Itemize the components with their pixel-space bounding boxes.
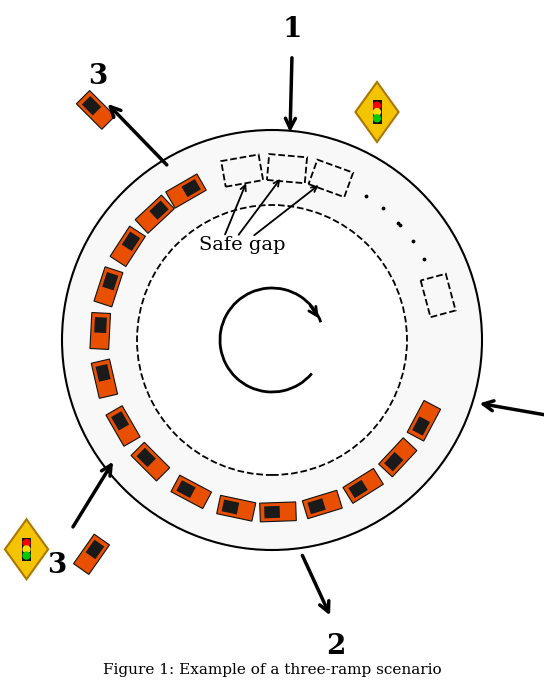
Polygon shape <box>348 480 368 498</box>
Circle shape <box>374 108 380 116</box>
Polygon shape <box>176 480 196 498</box>
Text: 3: 3 <box>88 63 107 90</box>
Polygon shape <box>131 442 170 481</box>
Text: Safe gap: Safe gap <box>199 236 285 254</box>
Polygon shape <box>94 267 123 307</box>
Polygon shape <box>85 540 104 559</box>
Polygon shape <box>412 416 430 435</box>
Polygon shape <box>137 448 156 467</box>
Bar <box>373 100 381 124</box>
Circle shape <box>374 102 380 109</box>
Polygon shape <box>384 452 404 471</box>
Circle shape <box>23 546 30 553</box>
Polygon shape <box>94 317 107 333</box>
Text: Figure 1: Example of a three-ramp scenario: Figure 1: Example of a three-ramp scenar… <box>103 663 441 677</box>
Polygon shape <box>91 359 118 398</box>
Polygon shape <box>111 411 129 430</box>
Polygon shape <box>182 179 201 197</box>
Polygon shape <box>407 400 441 441</box>
Polygon shape <box>73 534 109 575</box>
Polygon shape <box>90 312 110 349</box>
Polygon shape <box>5 519 48 580</box>
Polygon shape <box>102 272 119 290</box>
Circle shape <box>374 115 380 122</box>
Polygon shape <box>106 406 140 447</box>
Polygon shape <box>122 232 140 251</box>
Polygon shape <box>171 475 212 509</box>
Polygon shape <box>149 200 169 220</box>
Circle shape <box>137 205 407 475</box>
Polygon shape <box>259 502 296 522</box>
Polygon shape <box>307 498 326 514</box>
Text: 1: 1 <box>282 16 302 43</box>
Polygon shape <box>302 490 342 519</box>
Polygon shape <box>343 468 384 503</box>
Polygon shape <box>135 195 174 233</box>
Polygon shape <box>217 496 256 521</box>
Polygon shape <box>355 82 399 142</box>
Polygon shape <box>264 506 280 519</box>
Text: 3: 3 <box>47 552 66 580</box>
Polygon shape <box>76 90 115 130</box>
Text: 2: 2 <box>326 633 346 660</box>
Polygon shape <box>110 226 145 267</box>
Circle shape <box>23 552 30 559</box>
Polygon shape <box>221 500 239 514</box>
Polygon shape <box>166 174 206 208</box>
Circle shape <box>62 130 482 550</box>
Bar <box>22 538 31 561</box>
Circle shape <box>23 540 30 547</box>
Polygon shape <box>96 364 110 382</box>
Polygon shape <box>379 438 417 477</box>
Polygon shape <box>82 96 101 116</box>
